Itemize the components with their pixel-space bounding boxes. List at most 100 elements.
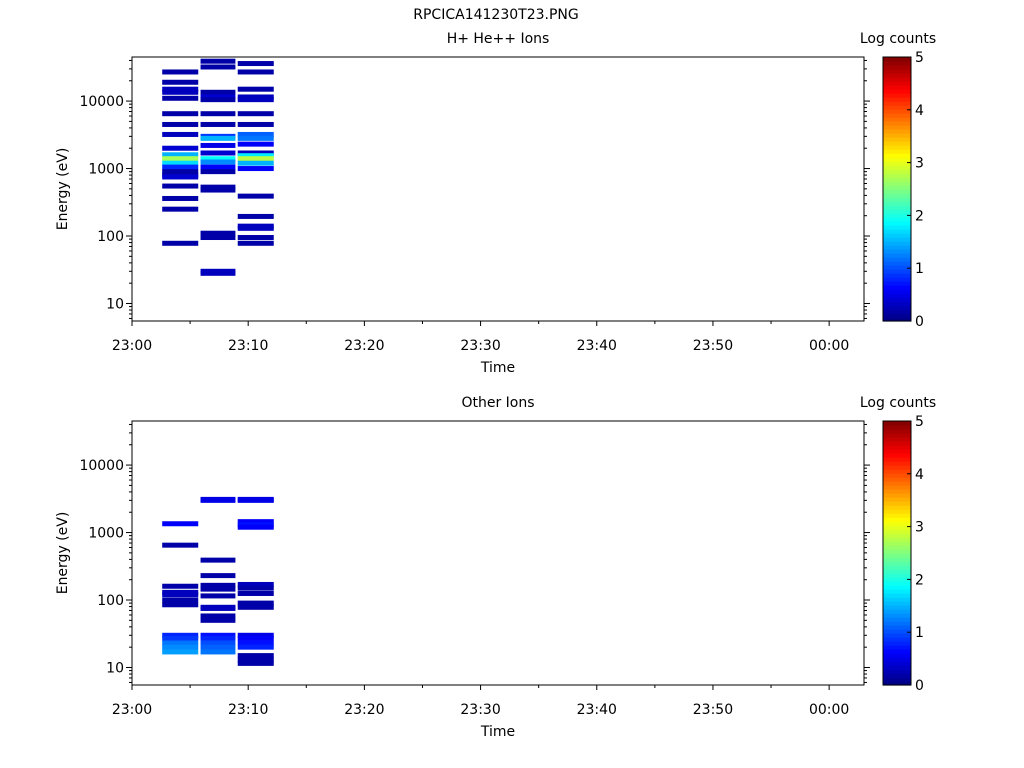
data-cell [162, 240, 199, 246]
colorbar-segment [883, 677, 911, 682]
colorbar-segment [883, 129, 911, 134]
data-cell [237, 581, 274, 587]
data-cell [162, 169, 199, 175]
data-cell [200, 617, 236, 623]
colorbar-segment [883, 465, 911, 470]
colorbar-segment [883, 569, 911, 574]
colorbar-segment [883, 525, 911, 530]
colorbar-segment [883, 205, 911, 210]
colorbar-segment [883, 101, 911, 106]
data-cell [200, 557, 236, 563]
colorbar-segment [883, 593, 911, 598]
x-tick-label: 23:40 [577, 338, 617, 354]
data-cell [237, 660, 274, 666]
x-tick-label: 23:00 [112, 702, 152, 718]
colorbar-segment [883, 261, 911, 266]
colorbar-segment [883, 577, 911, 582]
data-cell [237, 632, 274, 638]
colorbar-segment [883, 301, 911, 306]
colorbar-segment [883, 85, 911, 90]
colorbar-segment [883, 309, 911, 314]
data-cell [200, 150, 236, 156]
colorbar-segment [883, 441, 911, 446]
data-cell [237, 524, 274, 530]
colorbar-segment [883, 529, 911, 534]
colorbar-segment [883, 265, 911, 270]
colorbar-segment [883, 597, 911, 602]
colorbar-segment [883, 193, 911, 198]
colorbar-segment [883, 141, 911, 146]
colorbar-segment [883, 137, 911, 142]
data-cell [200, 586, 236, 592]
data-cells [162, 58, 274, 276]
colorbar-segment [883, 645, 911, 650]
data-cell [200, 169, 236, 175]
data-cell [200, 159, 236, 165]
colorbar-segment [883, 669, 911, 674]
colorbar-segment [883, 585, 911, 590]
data-cell [237, 240, 274, 246]
colorbar-segment [883, 109, 911, 114]
colorbar-segment [883, 601, 911, 606]
colorbar-tick-label: 3 [915, 520, 924, 536]
data-cell [162, 640, 199, 646]
data-cell [200, 184, 236, 190]
data-cell [200, 135, 236, 141]
colorbar-segment [883, 605, 911, 610]
y-tick-label: 1000 [88, 162, 124, 178]
colorbar-segment [883, 589, 911, 594]
colorbar-segment [883, 273, 911, 278]
colorbar-segment [883, 625, 911, 630]
colorbar-segment [883, 497, 911, 502]
data-cell [237, 97, 274, 103]
colorbar-segment [883, 213, 911, 218]
data-cell [237, 166, 274, 172]
colorbar-segment [883, 197, 911, 202]
colorbar-tick-label: 0 [915, 678, 924, 694]
colorbar-segment [883, 57, 911, 62]
colorbar-segment [883, 649, 911, 654]
data-cell [237, 193, 274, 199]
colorbar-segment [883, 573, 911, 578]
data-cell [200, 632, 236, 638]
data-cell [237, 497, 274, 503]
colorbar-segment [883, 225, 911, 230]
y-tick-label: 10 [106, 660, 124, 676]
colorbar-segment [883, 157, 911, 162]
colorbar-segment [883, 185, 911, 190]
colorbar-segment [883, 125, 911, 130]
colorbar-segment [883, 237, 911, 242]
x-tick-label: 23:50 [693, 338, 733, 354]
colorbar-segment [883, 437, 911, 442]
data-cell [200, 605, 236, 611]
colorbar-segment [883, 145, 911, 150]
colorbar-segment [883, 189, 911, 194]
x-tick-label: 00:00 [809, 702, 849, 718]
y-tick-label: 10000 [79, 94, 124, 110]
data-cell [162, 131, 199, 137]
data-cell [237, 121, 274, 127]
data-cells [162, 496, 274, 666]
colorbar-label: Log counts [860, 31, 936, 47]
data-cell [200, 94, 236, 100]
colorbar-frame [882, 56, 912, 322]
data-cell [237, 604, 274, 610]
colorbar-segment [883, 297, 911, 302]
data-cell [237, 600, 274, 606]
colorbar-segment [883, 501, 911, 506]
colorbar-segment [883, 613, 911, 618]
colorbar-segment [883, 565, 911, 570]
colorbar-segment [883, 609, 911, 614]
colorbar-segment [883, 513, 911, 518]
colorbar-segment [883, 221, 911, 226]
x-tick-label: 23:50 [693, 702, 733, 718]
data-cell [200, 121, 236, 127]
colorbar-segment [883, 541, 911, 546]
colorbar-tick-label: 1 [915, 261, 924, 277]
data-cell [237, 135, 274, 141]
data-cell [162, 160, 199, 166]
data-cell [237, 225, 274, 231]
data-cell [200, 497, 236, 503]
data-cell [237, 644, 274, 650]
colorbar-segment [883, 201, 911, 206]
